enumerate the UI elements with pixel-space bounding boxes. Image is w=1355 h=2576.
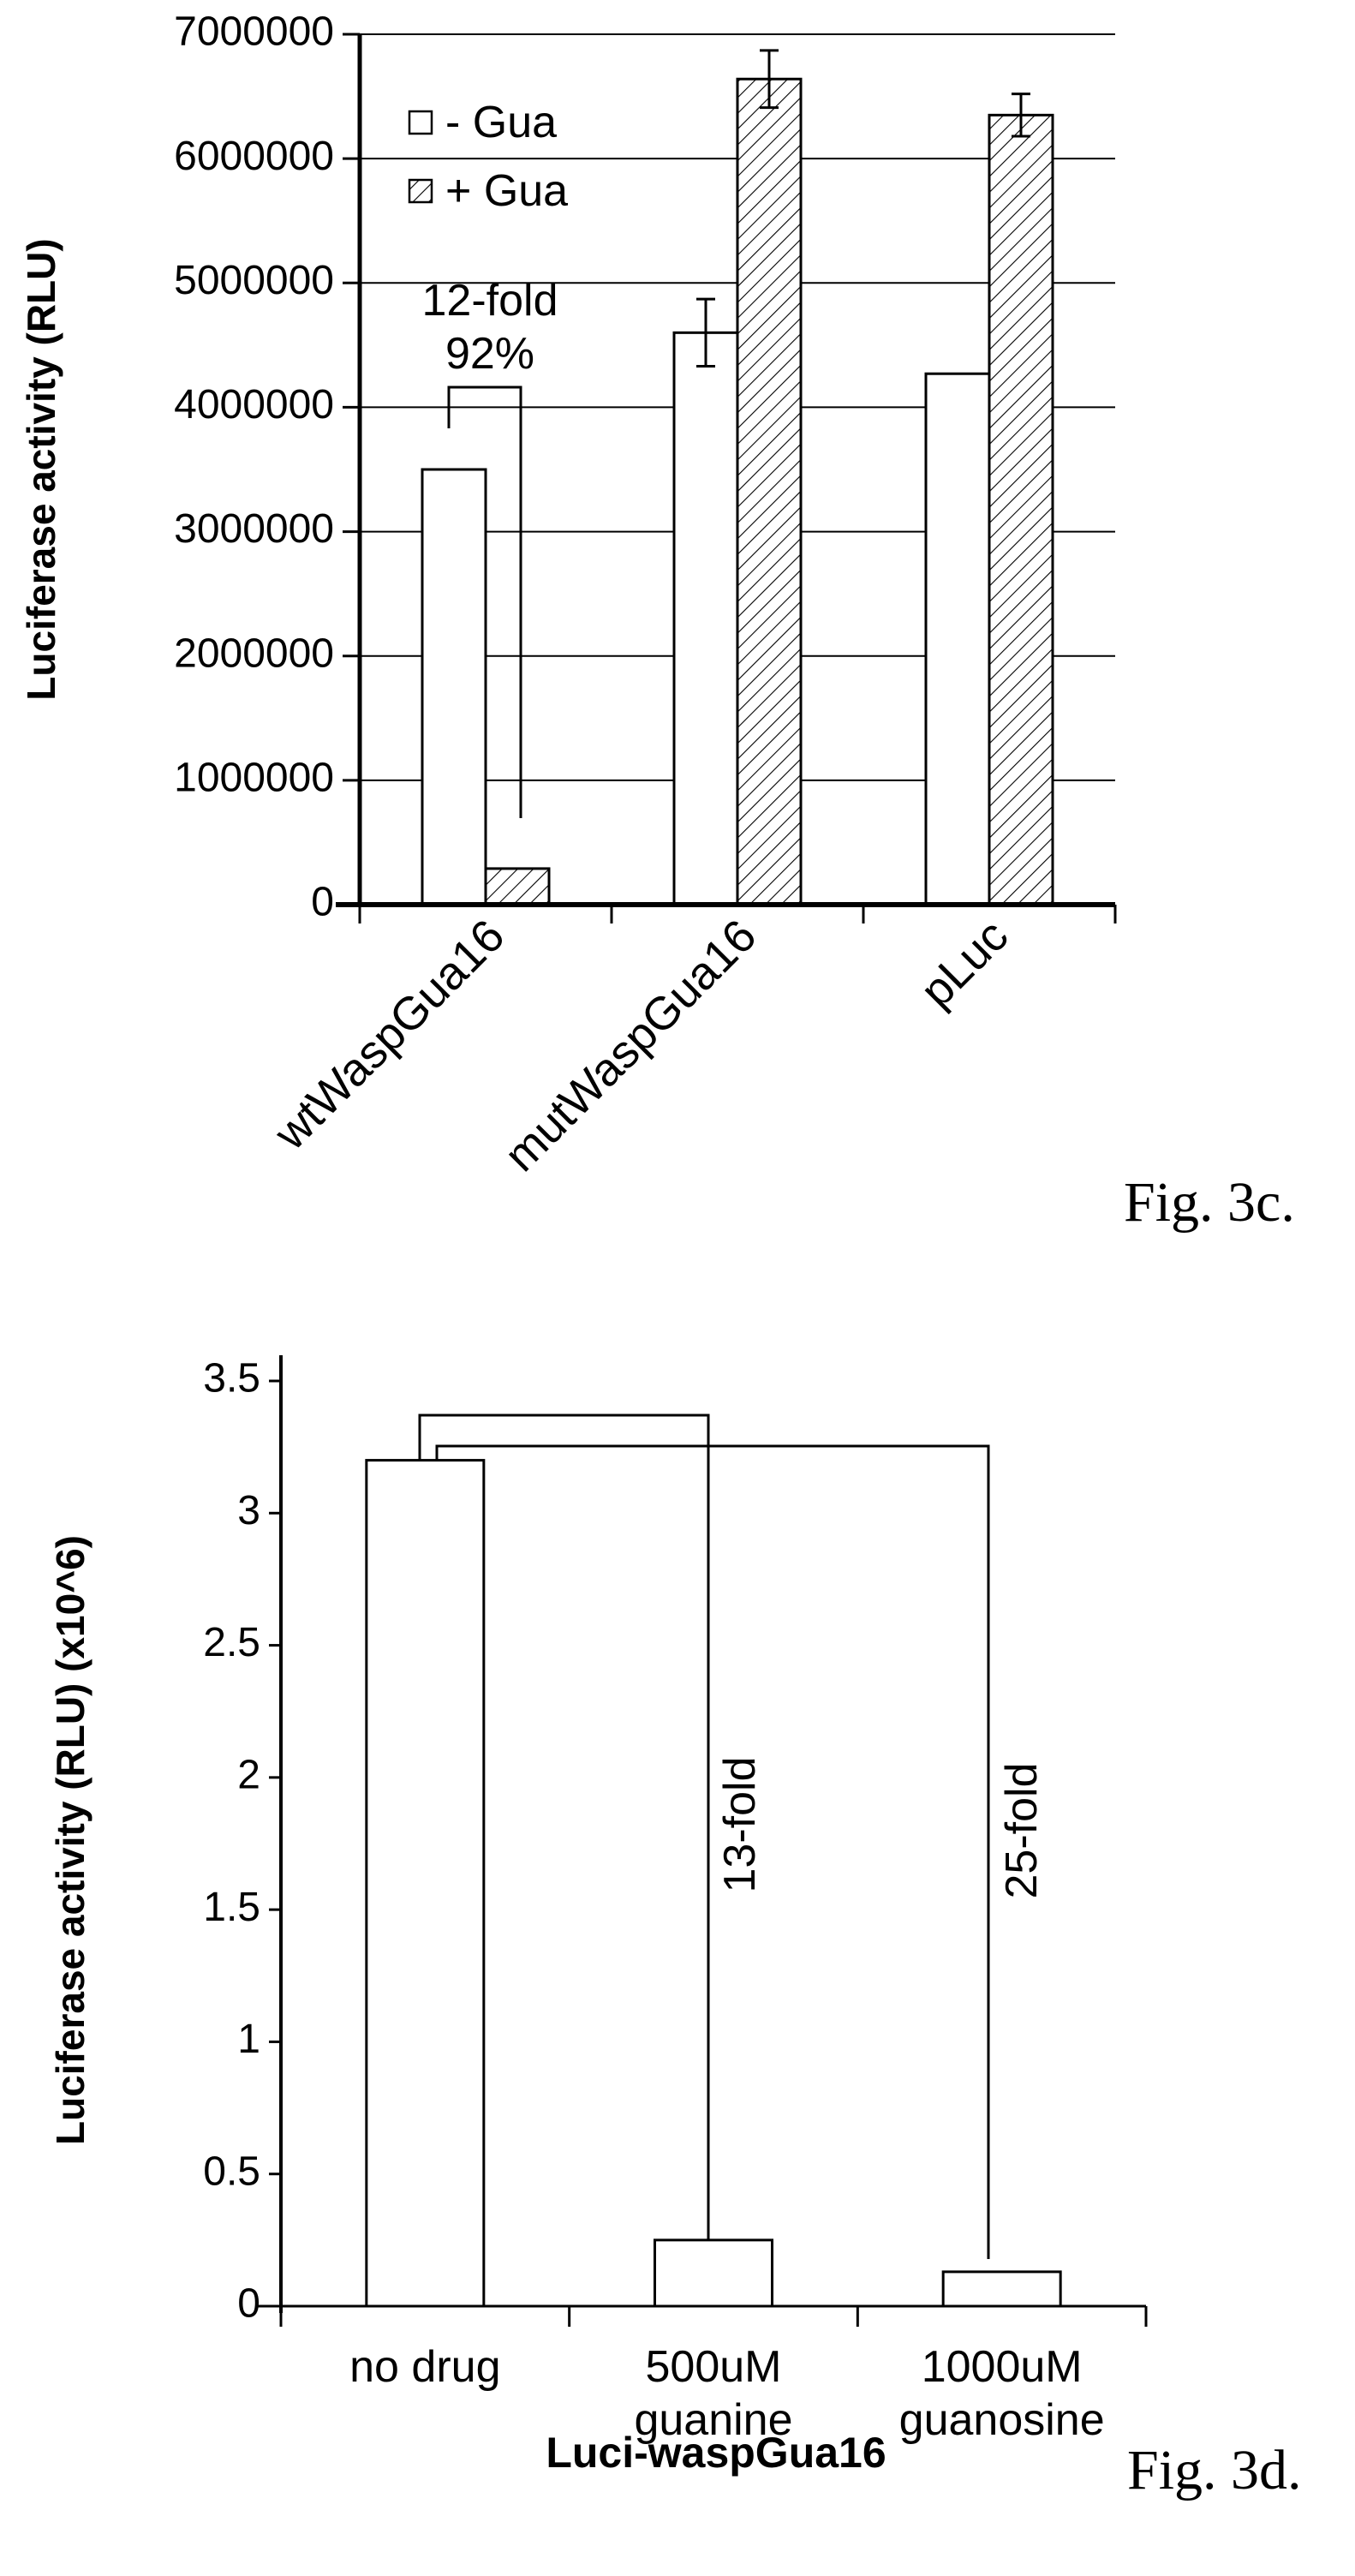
y-tick-label: 6000000 bbox=[174, 134, 334, 179]
y-tick-label: 3000000 bbox=[174, 506, 334, 552]
bracket-label: 25-fold bbox=[997, 1763, 1047, 1899]
x-axis-title: Luci-waspGua16 bbox=[546, 2429, 886, 2477]
bar-mutwaspgua16-gua bbox=[736, 77, 803, 906]
y-tick-label: 3 bbox=[237, 1488, 260, 1533]
y-tick-label: 3.5 bbox=[203, 1356, 260, 1402]
y-tick-label: 7000000 bbox=[174, 9, 334, 55]
y-tick-label: 2000000 bbox=[174, 631, 334, 676]
x-tick-label: 500uM bbox=[646, 2342, 782, 2392]
x-tick-label: 1000uM bbox=[922, 2342, 1083, 2392]
annotation-percent-text: 92% bbox=[445, 329, 534, 379]
y-tick-label: 4000000 bbox=[174, 382, 334, 427]
figure-caption: Fig. 3d. bbox=[1127, 2439, 1302, 2501]
x-tick-label-mutwaspgua16: mutWaspGua16 bbox=[495, 910, 767, 1181]
y-tick-label: 0.5 bbox=[203, 2149, 260, 2194]
y-tick-label: 2.5 bbox=[203, 1620, 260, 1665]
bar-wtwaspgua16-gua bbox=[421, 468, 487, 906]
legend-label: - Gua bbox=[445, 98, 557, 147]
bars bbox=[421, 77, 1054, 906]
annotation-bracket bbox=[447, 386, 522, 818]
legend: - Gua + Gua bbox=[408, 98, 568, 216]
figure-caption: Fig. 3c. bbox=[1124, 1171, 1295, 1234]
y-tick-label: 0 bbox=[237, 2281, 260, 2327]
legend-label: + Gua bbox=[445, 166, 568, 216]
bar-pluc-gua bbox=[988, 113, 1054, 906]
y-axis-ticks: 0 1000000 2000000 3000000 4000000 5000000 6000… bbox=[174, 9, 360, 925]
legend-swatch-hatched bbox=[408, 178, 433, 204]
y-tick-label: 1000000 bbox=[174, 756, 334, 801]
bracket-line bbox=[435, 1444, 990, 2259]
x-tick-label-pluc: pLuc bbox=[910, 910, 1018, 1017]
y-tick-label: 1.5 bbox=[203, 1885, 260, 1930]
x-tick-label-wtwaspgua16: wtWaspGua16 bbox=[264, 910, 514, 1160]
x-tick-label: guanine bbox=[634, 2395, 792, 2445]
y-tick-label: 0 bbox=[311, 880, 334, 925]
comparison-bracket-13-fold: 13-fold bbox=[418, 1414, 765, 2239]
error-bars bbox=[696, 49, 1030, 368]
legend-item-plus-gua: + Gua bbox=[408, 166, 568, 216]
bars bbox=[365, 1459, 1062, 2308]
bar-no-drug bbox=[365, 1459, 486, 2308]
y-tick-label: 5000000 bbox=[174, 258, 334, 303]
annotation-fold-text: 12-fold bbox=[422, 276, 558, 326]
bar-500um-guanine bbox=[654, 2238, 773, 2308]
bar-wtwaspgua16-gua bbox=[484, 867, 551, 906]
y-axis-title: Luciferase activity (RLU) (x10^6) bbox=[48, 1535, 93, 2145]
chart-fig-3c: 0 1000000 2000000 3000000 4000000 5000000 6000… bbox=[19, 9, 1295, 1234]
comparison-bracket-25-fold: 25-fold bbox=[435, 1444, 1047, 2259]
bracket-label: 13-fold bbox=[715, 1757, 765, 1893]
bar-1000um-guanosine bbox=[941, 2270, 1062, 2308]
legend-item-minus-gua: - Gua bbox=[408, 98, 557, 147]
bar-mutwaspgua16-gua bbox=[672, 331, 739, 906]
fold-change-annotation: 12-fold 92% bbox=[422, 276, 558, 818]
y-axis-ticks: 0 0.5 1 1.5 2 2.5 3 3.5 bbox=[203, 1356, 281, 2327]
x-tick-label: guanosine bbox=[899, 2395, 1105, 2445]
y-axis-title: Luciferase activity (RLU) bbox=[19, 238, 63, 700]
y-tick-label: 2 bbox=[237, 1753, 260, 1798]
x-tick-label: no drug bbox=[349, 2342, 500, 2392]
bracket-line bbox=[418, 1414, 710, 2239]
bar-pluc-gua bbox=[924, 372, 991, 906]
y-tick-label: 1 bbox=[237, 2017, 260, 2062]
legend-swatch-open bbox=[408, 110, 433, 135]
